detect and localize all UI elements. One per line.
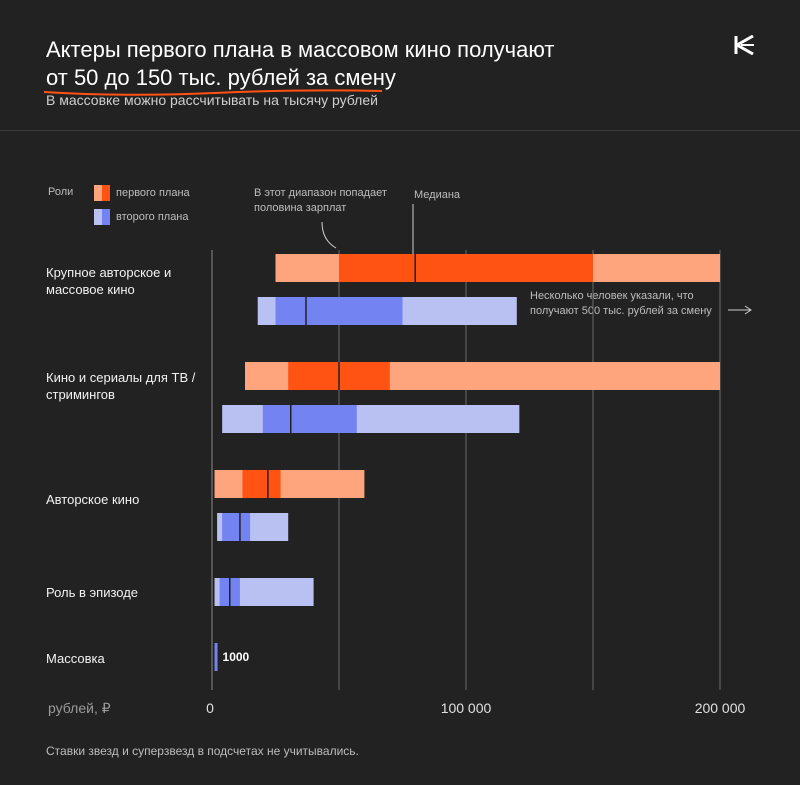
lead-iqr-bar	[339, 254, 593, 282]
annotation-outlier: Несколько человек указали, что получают …	[530, 290, 712, 317]
legend-label-support: второго плана	[116, 211, 189, 223]
annotation-range: В этот диапазон попадает половина зарпла…	[254, 187, 387, 214]
lead-iqr-bar	[242, 470, 281, 498]
underline-decoration	[43, 89, 383, 96]
massovka-value-label: 1000	[223, 650, 250, 664]
support-iqr-bar	[262, 405, 357, 433]
category-label-2: Кино и сериалы для ТВ / стримингов	[46, 370, 196, 402]
x-tick-label: 0	[206, 700, 214, 716]
legend-label-lead: первого плана	[116, 187, 190, 199]
title-line-1: Актеры первого плана в массовом кино пол…	[46, 37, 555, 62]
range-annotation-leader	[321, 221, 337, 249]
legend-item-lead: первого плана	[94, 185, 190, 201]
support-iqr-bar	[222, 513, 251, 541]
annotation-median: Медиана	[414, 189, 461, 201]
lead-range-bar	[214, 470, 365, 498]
header-divider	[0, 130, 800, 131]
x-axis-unit-label: рублей, ₽	[48, 700, 111, 716]
category-label-3: Авторское кино	[46, 492, 140, 507]
chart-subtitle: В массовке можно рассчитывать на тысячу …	[46, 92, 378, 108]
k-logo-icon	[734, 35, 754, 55]
legend-swatch-support	[94, 209, 110, 225]
support-range-bar	[214, 643, 218, 671]
x-tick-label: 200 000	[695, 700, 746, 716]
category-label-1: Крупное авторское и массовое кино	[46, 265, 172, 297]
category-label-4: Роль в эпизоде	[46, 585, 139, 600]
chart-title: Актеры первого плана в массовом кино пол…	[43, 36, 686, 96]
title-line-2: от 50 до 150 тыс. рублей за смену	[46, 65, 396, 90]
legend-swatch-lead	[94, 185, 110, 201]
outlier-arrow-head	[744, 305, 752, 315]
support-iqr-bar	[275, 297, 403, 325]
x-tick-label: 100 000	[441, 700, 492, 716]
legend-item-support: второго плана	[94, 209, 189, 225]
title-line-2-highlighted: от 50 до 150 тыс. рублей за смену	[43, 64, 396, 96]
legend-title: Роли	[48, 186, 74, 198]
footer-note: Ставки звезд и суперзвезд в подсчетах не…	[46, 744, 359, 758]
category-label-5: Массовка	[46, 651, 105, 666]
